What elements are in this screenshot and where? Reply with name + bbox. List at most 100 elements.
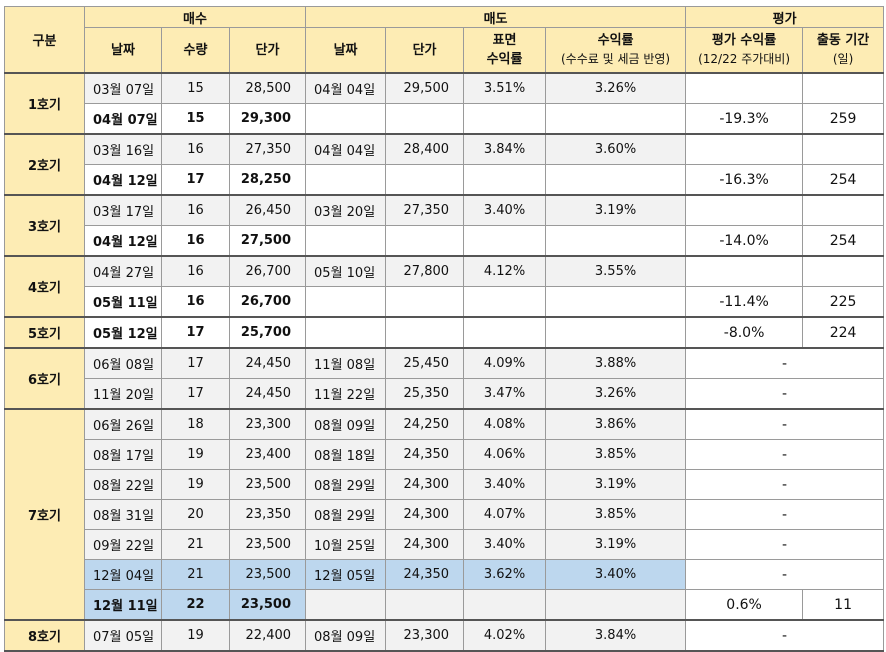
table-row: 09월 22일 21 23,500 10월 25일 24,300 3.40% 3.19% - bbox=[5, 529, 885, 560]
buy-date-cell: 03월 07일 bbox=[84, 72, 162, 104]
sell-price-cell: 28,400 bbox=[385, 133, 465, 165]
sell-date-cell: 03월 20일 bbox=[305, 194, 387, 226]
sell-price-cell: 24,350 bbox=[385, 439, 465, 470]
surface-return-cell bbox=[463, 286, 547, 318]
surface-return-cell: 4.02% bbox=[463, 619, 547, 652]
buy-date-cell: 12월 11일 bbox=[84, 589, 162, 621]
sell-price-cell bbox=[385, 589, 465, 621]
net-return-cell: 3.40% bbox=[545, 559, 687, 590]
eval-return-cell: - bbox=[685, 559, 885, 590]
buy-price-cell: 24,450 bbox=[228, 378, 307, 410]
header-buy: 매수 bbox=[83, 6, 307, 28]
buy-date-cell: 06월 08일 bbox=[84, 347, 162, 379]
sell-price-cell: 24,350 bbox=[385, 559, 465, 590]
surface-return-cell: 4.06% bbox=[463, 439, 547, 470]
buy-qty-cell: 16 bbox=[161, 225, 230, 257]
sell-date-cell bbox=[305, 316, 387, 349]
buy-price-cell: 22,400 bbox=[228, 619, 307, 652]
table-row: 2호기 03월 16일 16 27,350 04월 04일 28,400 3.84% 3.60… bbox=[4, 133, 885, 196]
header-eval-return: 평가 수익률 (12/22 주가대비) bbox=[685, 27, 804, 74]
group-label: 3호기 bbox=[4, 194, 85, 257]
table-row: 3호기 03월 17일 16 26,450 03월 20일 27,350 3.40% 3.19… bbox=[4, 194, 885, 257]
eval-return-cell: - bbox=[685, 378, 885, 410]
buy-price-cell: 25,700 bbox=[228, 316, 307, 349]
group-label: 6호기 bbox=[4, 347, 85, 410]
hold-period-cell bbox=[802, 133, 885, 165]
surface-return-cell: 3.40% bbox=[463, 194, 547, 226]
buy-price-cell: 28,250 bbox=[228, 164, 307, 196]
eval-return-cell: - bbox=[685, 529, 885, 560]
eval-return-cell: 0.6% bbox=[685, 589, 804, 621]
buy-price-cell: 26,450 bbox=[228, 194, 307, 226]
eval-return-cell: -16.3% bbox=[685, 164, 804, 196]
eval-return-cell bbox=[685, 194, 804, 226]
eval-return-cell: - bbox=[685, 469, 885, 500]
buy-price-cell: 23,500 bbox=[228, 529, 307, 560]
table-row: 04월 07일 15 29,300 -19.3% 259 bbox=[5, 103, 885, 135]
buy-price-cell: 23,500 bbox=[228, 469, 307, 500]
eval-return-cell: -8.0% bbox=[685, 316, 804, 349]
trade-table: 구분 매수 매도 평가 날짜 수량 단가 날짜 단가 표면 수익률 수익률 (수수료… bbox=[4, 6, 885, 652]
sell-date-cell: 12월 05일 bbox=[305, 559, 387, 590]
hold-period-cell: 254 bbox=[802, 164, 885, 196]
buy-qty-cell: 16 bbox=[161, 255, 230, 287]
sell-date-cell bbox=[305, 225, 387, 257]
sell-price-cell bbox=[385, 164, 465, 196]
buy-qty-cell: 20 bbox=[161, 499, 230, 530]
sell-date-cell: 04월 04일 bbox=[305, 133, 387, 165]
buy-qty-cell: 15 bbox=[161, 103, 230, 135]
net-return-cell: 3.55% bbox=[545, 255, 687, 287]
sell-date-cell: 11월 08일 bbox=[305, 347, 387, 379]
surface-return-cell: 4.12% bbox=[463, 255, 547, 287]
buy-qty-cell: 17 bbox=[161, 347, 230, 379]
net-return-cell bbox=[545, 286, 687, 318]
table-row: 05월 11일 16 26,700 -11.4% 225 bbox=[5, 286, 885, 318]
hold-period-cell: 225 bbox=[802, 286, 885, 318]
buy-qty-cell: 17 bbox=[161, 378, 230, 410]
buy-qty-cell: 16 bbox=[161, 286, 230, 318]
buy-date-cell: 11월 20일 bbox=[84, 378, 162, 410]
buy-qty-cell: 22 bbox=[161, 589, 230, 621]
eval-return-cell bbox=[685, 255, 804, 287]
sell-date-cell bbox=[305, 103, 387, 135]
buy-date-cell: 05월 12일 bbox=[84, 316, 162, 349]
group-label: 8호기 bbox=[4, 619, 85, 652]
net-return-cell: 3.85% bbox=[545, 499, 687, 530]
header-net-return: 수익률 (수수료 및 세금 반영) bbox=[545, 27, 687, 74]
buy-price-cell: 27,350 bbox=[228, 133, 307, 165]
surface-return-cell: 3.51% bbox=[463, 72, 547, 104]
header-sell: 매도 bbox=[305, 6, 687, 28]
table-row: 12월 04일 21 23,500 12월 05일 24,350 3.62% 3.40% - bbox=[5, 559, 885, 590]
table-row: 11월 20일 17 24,450 11월 22일 25,350 3.47% 3.26% - bbox=[5, 378, 885, 410]
buy-price-cell: 28,500 bbox=[228, 72, 307, 104]
table-row: 8호기 07월 05일 19 22,400 08월 09일 23,300 4.02% 3.84… bbox=[4, 619, 885, 652]
surface-return-cell: 3.62% bbox=[463, 559, 547, 590]
sell-date-cell: 08월 09일 bbox=[305, 619, 387, 652]
hold-period-cell: 11 bbox=[802, 589, 885, 621]
buy-qty-cell: 15 bbox=[161, 72, 230, 104]
header-sell-price: 단가 bbox=[385, 27, 465, 74]
surface-return-cell: 3.84% bbox=[463, 133, 547, 165]
buy-date-cell: 07월 05일 bbox=[84, 619, 162, 652]
header-buy-price: 단가 bbox=[228, 27, 307, 74]
net-return-cell: 3.85% bbox=[545, 439, 687, 470]
hold-period-cell: 254 bbox=[802, 225, 885, 257]
sell-date-cell: 04월 04일 bbox=[305, 72, 387, 104]
sell-price-cell: 25,450 bbox=[385, 347, 465, 379]
hold-period-cell: 224 bbox=[802, 316, 885, 349]
sell-date-cell: 08월 29일 bbox=[305, 499, 387, 530]
eval-return-cell: - bbox=[685, 347, 885, 379]
buy-qty-cell: 19 bbox=[161, 439, 230, 470]
surface-return-cell: 4.09% bbox=[463, 347, 547, 379]
header-buy-date: 날짜 bbox=[84, 27, 162, 74]
net-return-cell bbox=[545, 589, 687, 621]
buy-date-cell: 04월 07일 bbox=[84, 103, 162, 135]
net-return-cell: 3.26% bbox=[545, 378, 687, 410]
surface-return-cell bbox=[463, 589, 547, 621]
hold-period-cell bbox=[802, 72, 885, 104]
sell-price-cell: 29,500 bbox=[385, 72, 465, 104]
surface-return-cell: 3.40% bbox=[463, 469, 547, 500]
sell-date-cell: 08월 29일 bbox=[305, 469, 387, 500]
net-return-cell bbox=[545, 164, 687, 196]
sell-price-cell: 25,350 bbox=[385, 378, 465, 410]
